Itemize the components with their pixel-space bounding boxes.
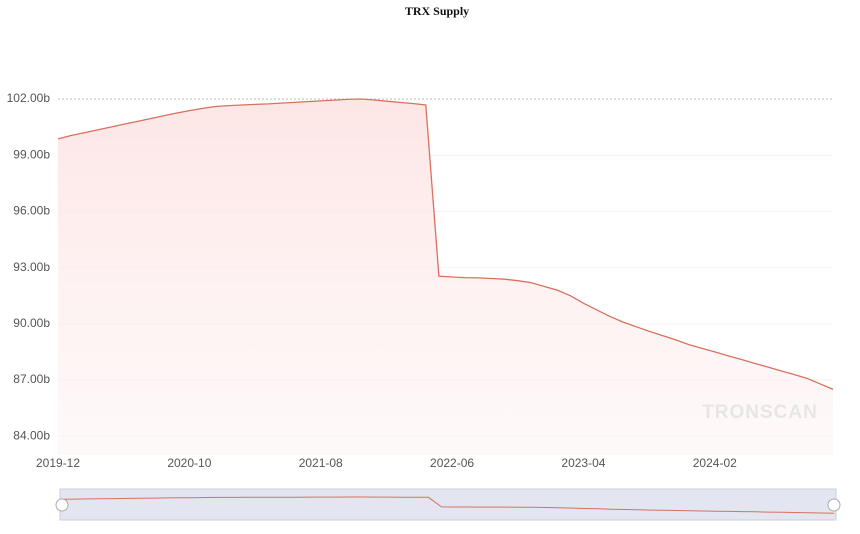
x-tick-label: 2023-04 xyxy=(561,456,605,470)
slider-handle[interactable] xyxy=(55,498,69,512)
y-tick-label: 84.00b xyxy=(13,428,50,442)
x-tick-label: 2019-12 xyxy=(36,456,80,470)
overview-line xyxy=(61,496,835,514)
chart-title: TRX Supply xyxy=(405,4,469,18)
y-tick-label: 93.00b xyxy=(13,260,50,274)
line xyxy=(57,98,834,390)
y-tick-label: 96.00b xyxy=(13,204,50,218)
y-tick-label: 99.00b xyxy=(13,147,50,161)
slider-handle[interactable] xyxy=(827,498,841,512)
zoom-slider[interactable] xyxy=(59,488,837,521)
x-tick-label: 2021-08 xyxy=(299,456,343,470)
y-tick-label: 87.00b xyxy=(13,372,50,386)
watermark: TRONSCAN xyxy=(702,402,818,423)
x-tick-label: 2022-06 xyxy=(430,456,474,470)
y-tick-label: 90.00b xyxy=(13,316,50,330)
x-tick-label: 2024-02 xyxy=(693,456,737,470)
y-tick-label: 102.00b xyxy=(7,91,51,105)
x-tick-label: 2020-10 xyxy=(167,456,211,470)
